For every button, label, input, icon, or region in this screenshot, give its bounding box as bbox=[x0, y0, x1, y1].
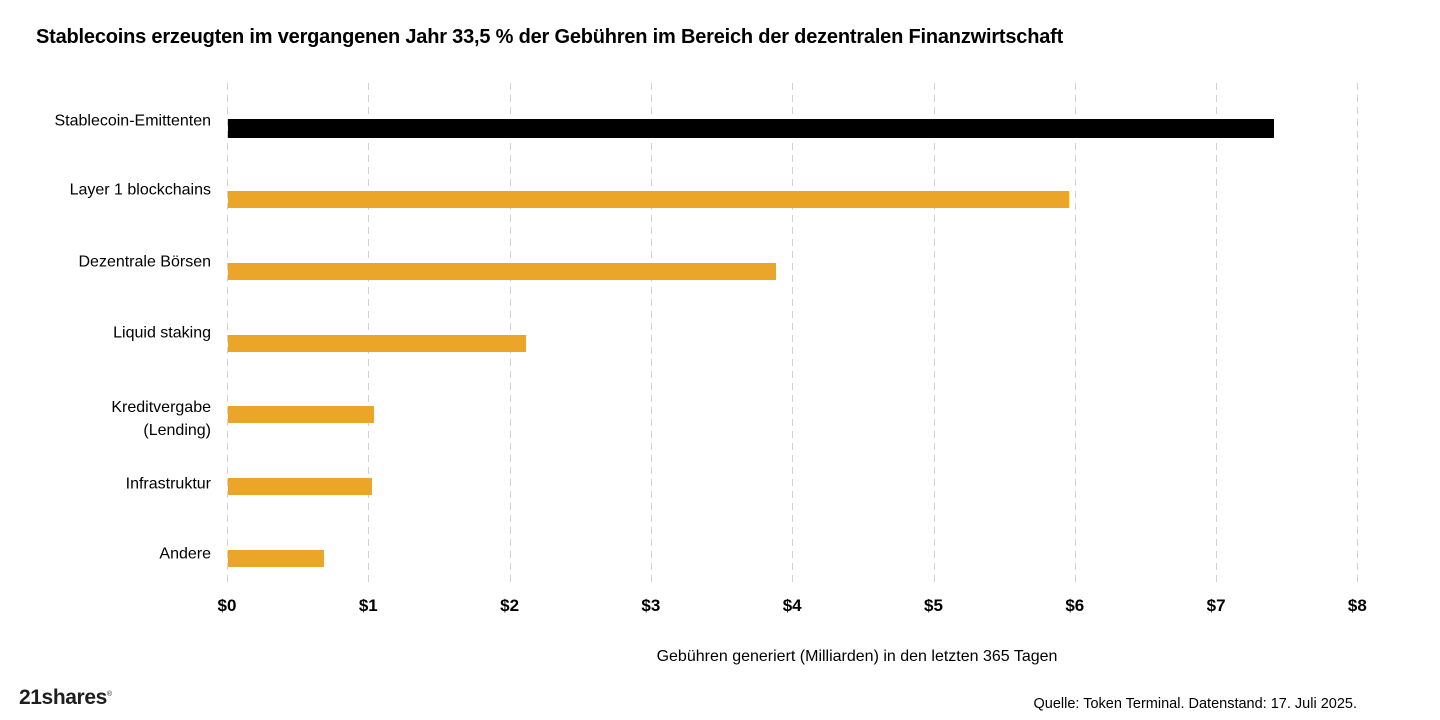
chart-bar bbox=[228, 549, 325, 567]
gridline bbox=[509, 83, 511, 582]
chart-bar bbox=[228, 406, 374, 424]
x-tick-label: $7 bbox=[1206, 596, 1226, 615]
category-label: Liquid staking bbox=[113, 324, 211, 342]
x-tick-label: $8 bbox=[1347, 596, 1367, 615]
category-label: Layer 1 blockchains bbox=[69, 181, 211, 199]
x-tick-label: $4 bbox=[782, 596, 802, 615]
x-tick-label: $3 bbox=[641, 596, 661, 615]
x-tick-label: $6 bbox=[1065, 596, 1085, 615]
x-tick-label: $0 bbox=[217, 596, 237, 615]
brand-logo-text: 21shares bbox=[19, 686, 107, 709]
source-note: Quelle: Token Terminal. Datenstand: 17. … bbox=[1033, 696, 1358, 712]
chart-bar bbox=[228, 262, 777, 280]
x-tick-label: $1 bbox=[358, 596, 378, 615]
gridline bbox=[792, 83, 794, 582]
x-tick-label: $2 bbox=[500, 596, 520, 615]
x-axis-title: Gebühren generiert (Milliarden) in den l… bbox=[656, 648, 1058, 665]
gridline bbox=[650, 83, 652, 582]
gridline bbox=[227, 83, 228, 582]
chart-title: Stablecoins erzeugten im vergangenen Jah… bbox=[36, 26, 1064, 48]
gridline bbox=[1216, 83, 1218, 582]
plot-area bbox=[227, 83, 1440, 582]
category-label: Stablecoin-Emittenten bbox=[54, 112, 211, 130]
gridline bbox=[1357, 83, 1359, 582]
gridline bbox=[933, 83, 935, 582]
chart-bar bbox=[228, 118, 1274, 138]
category-label: Infrastruktur bbox=[125, 475, 211, 493]
registered-trademark-icon: ® bbox=[106, 691, 112, 698]
category-label: Kreditvergabe (Lending) bbox=[111, 398, 211, 439]
category-label: Dezentrale Börsen bbox=[78, 253, 211, 271]
gridline bbox=[1074, 83, 1076, 582]
y-axis-labels: Stablecoin-Emittenten Layer 1 blockchains… bbox=[0, 0, 211, 720]
x-axis-ticks: $0 $1 $2 $3 $4 $5 $6 $7 $8 bbox=[218, 596, 1440, 620]
gridline bbox=[368, 83, 370, 582]
chart-bar bbox=[228, 478, 373, 496]
chart-bar bbox=[228, 334, 527, 352]
chart-bar bbox=[228, 191, 1069, 209]
category-label: Andere bbox=[159, 545, 211, 563]
x-tick-label: $5 bbox=[924, 596, 943, 615]
brand-logo-21shares: 21shares® bbox=[19, 686, 112, 710]
